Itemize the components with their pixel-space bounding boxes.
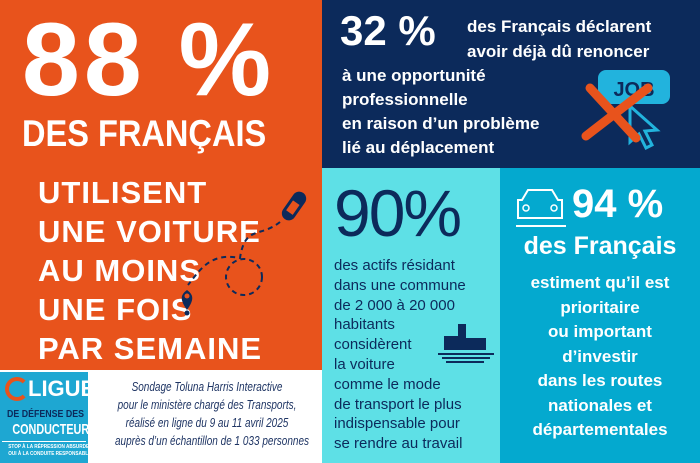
stat-94-panel: 94 % des Français estiment qu’il est pri… (500, 168, 700, 463)
text-line: dans les routes (537, 371, 663, 390)
car-route-icon (181, 191, 307, 316)
car-pothole-icon (516, 189, 566, 227)
source-line: auprès d’un échantillon de 1 033 personn… (115, 434, 310, 448)
text-line: professionnelle (342, 90, 468, 109)
text-line: ou important (548, 322, 652, 341)
text-line: considèrent (334, 336, 412, 354)
stat-88-subject: DES FRANÇAIS (22, 113, 267, 154)
stat-90-text: des actifs résidant dans une commune de … (334, 256, 466, 454)
text-line: UNE FOIS (38, 292, 193, 327)
footer: LIGUE DE DÉFENSE DES CONDUCTEURS STOP À … (0, 370, 322, 463)
text-line: prioritaire (560, 297, 640, 317)
stat-94-text: estiment qu’il est prioritaire ou import… (500, 271, 700, 443)
text-line: comme le mode (334, 375, 441, 393)
text-line: de transport le plus (334, 395, 462, 413)
text-line: des actifs résidant (334, 257, 455, 274)
stat-94: 94 % (572, 182, 664, 226)
source-line: réalisé en ligne du 9 au 11 avril 2025 (125, 416, 289, 430)
text-line: nationales et (548, 395, 652, 415)
logo-ring-icon (5, 377, 29, 401)
stat-88-panel: 88 % DES FRANÇAIS UTILISENT UNE VOITURE … (0, 0, 322, 370)
text-line: indispensable pour (334, 415, 460, 433)
text-line: AU MOINS (38, 253, 201, 288)
text-line: la voiture (334, 355, 395, 373)
text-line: se rendre au travail (334, 435, 463, 453)
text-line: d’investir (562, 346, 638, 366)
ligue-defense-conducteurs-logo: LIGUE DE DÉFENSE DES CONDUCTEURS STOP À … (0, 372, 88, 463)
source-line: pour le ministère chargé des Transports, (117, 398, 297, 412)
source-line: Sondage Toluna Harris Interactive (131, 380, 283, 394)
text-line: estiment qu’il est (530, 273, 670, 292)
job-crossed-icon: JOB (581, 70, 670, 151)
tagline-line: OUI À LA CONDUITE RESPONSABLE (8, 451, 88, 457)
stat-32-lead: des Français déclarent avoir déjà dû ren… (467, 14, 651, 64)
text-line: en raison d’un problème (342, 114, 540, 133)
text-line: de 2 000 à 20 000 (334, 296, 455, 314)
stat-94-subject: des Français (523, 232, 677, 260)
tagline-line: STOP À LA RÉPRESSION ABSURDE (8, 444, 88, 450)
logo-line: LIGUE (28, 376, 88, 401)
logo-line: DE DÉFENSE DES (7, 408, 84, 420)
text-line: PAR SEMAINE (38, 331, 263, 366)
text-line: lié au déplacement (342, 138, 495, 157)
logo-line: CONDUCTEURS (12, 421, 88, 438)
text-line: départementales (532, 420, 668, 439)
text-line: habitants (334, 316, 395, 334)
stat-88: 88 % (22, 2, 276, 118)
stat-32: 32 % (340, 7, 436, 54)
stat-32-panel: 32 % des Français déclarent avoir déjà d… (322, 0, 700, 168)
stat-90: 90% (334, 176, 462, 250)
stat-32-text: à une opportunité professionnelle en rai… (342, 64, 539, 160)
text-line: des Français déclarent (467, 17, 652, 36)
survey-source: Sondage Toluna Harris Interactive pour l… (92, 378, 322, 450)
text-line: dans une commune (334, 276, 466, 294)
text-line: UTILISENT (38, 175, 208, 210)
text-line: UNE VOITURE (38, 214, 261, 249)
stat-88-text: UTILISENT UNE VOITURE AU MOINS UNE FOIS … (38, 173, 262, 368)
logo-tagline: STOP À LA RÉPRESSION ABSURDE OUI À LA CO… (2, 441, 88, 458)
text-line: à une opportunité (342, 66, 486, 85)
stat-90-panel: 90% des actifs résidant dans une commune… (322, 168, 500, 463)
text-line: avoir déjà dû renoncer (467, 42, 650, 61)
village-icon (438, 324, 494, 363)
